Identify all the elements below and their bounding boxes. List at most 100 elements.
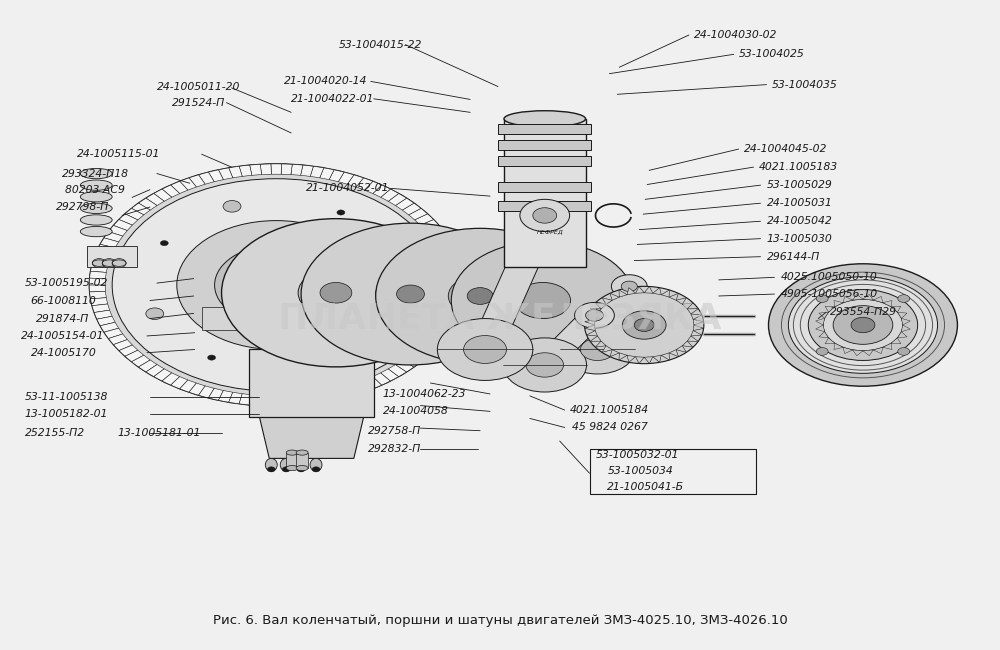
Polygon shape — [676, 298, 686, 304]
Polygon shape — [425, 226, 444, 236]
Text: НЕФРЕД: НЕФРЕД — [536, 229, 563, 234]
Polygon shape — [104, 231, 123, 242]
Polygon shape — [498, 202, 591, 211]
Text: 24-1005115-01: 24-1005115-01 — [77, 150, 161, 159]
Circle shape — [215, 245, 338, 325]
Polygon shape — [125, 350, 144, 362]
Polygon shape — [92, 304, 110, 313]
Polygon shape — [108, 334, 127, 345]
Text: 24-1005042: 24-1005042 — [767, 216, 832, 226]
Polygon shape — [447, 278, 463, 285]
Polygon shape — [250, 395, 262, 406]
Circle shape — [451, 241, 634, 360]
Polygon shape — [373, 185, 390, 197]
Text: 292758-П: 292758-П — [368, 426, 421, 436]
Circle shape — [808, 289, 918, 361]
Text: 292798-П: 292798-П — [55, 202, 109, 212]
Text: 53-1005029: 53-1005029 — [767, 180, 832, 190]
Polygon shape — [239, 165, 252, 176]
Circle shape — [102, 259, 116, 268]
Polygon shape — [108, 226, 127, 236]
Polygon shape — [249, 349, 374, 417]
Text: 53-1004035: 53-1004035 — [771, 79, 837, 90]
Polygon shape — [100, 238, 119, 248]
Polygon shape — [627, 288, 636, 294]
Ellipse shape — [80, 168, 112, 179]
Polygon shape — [402, 355, 421, 367]
Polygon shape — [443, 257, 460, 266]
Polygon shape — [162, 185, 180, 197]
Circle shape — [580, 339, 614, 361]
Polygon shape — [146, 365, 164, 376]
Polygon shape — [271, 164, 282, 174]
Polygon shape — [682, 341, 693, 347]
Circle shape — [448, 276, 512, 317]
Polygon shape — [610, 350, 619, 357]
Polygon shape — [320, 168, 334, 179]
Text: 252155-П2: 252155-П2 — [25, 428, 85, 437]
Text: 53-11-1005138: 53-11-1005138 — [25, 392, 108, 402]
Polygon shape — [132, 203, 150, 215]
Ellipse shape — [80, 214, 112, 225]
Polygon shape — [338, 386, 354, 398]
Circle shape — [560, 325, 635, 374]
Polygon shape — [286, 452, 298, 468]
Polygon shape — [653, 288, 661, 294]
Polygon shape — [873, 296, 883, 303]
Circle shape — [898, 294, 910, 302]
Circle shape — [312, 358, 329, 370]
Polygon shape — [430, 231, 448, 242]
Text: 80203 АС9: 80203 АС9 — [65, 185, 125, 194]
Polygon shape — [208, 170, 223, 182]
Circle shape — [223, 200, 241, 212]
Circle shape — [467, 287, 493, 304]
Ellipse shape — [265, 458, 277, 471]
Circle shape — [585, 287, 704, 363]
Polygon shape — [873, 347, 883, 354]
Polygon shape — [94, 251, 112, 260]
Circle shape — [112, 179, 440, 391]
Circle shape — [254, 271, 298, 299]
Polygon shape — [90, 271, 106, 279]
Polygon shape — [891, 338, 901, 344]
Text: 293554-П29: 293554-П29 — [830, 307, 897, 317]
Polygon shape — [430, 328, 448, 339]
Polygon shape — [901, 325, 910, 332]
Polygon shape — [146, 194, 164, 205]
Circle shape — [851, 317, 875, 333]
Ellipse shape — [286, 450, 298, 455]
Text: 53-1004025: 53-1004025 — [739, 49, 804, 59]
Polygon shape — [260, 164, 271, 175]
Circle shape — [816, 294, 828, 302]
Polygon shape — [602, 298, 612, 304]
Polygon shape — [669, 350, 678, 357]
Circle shape — [384, 324, 392, 330]
Text: 21-1004052-01: 21-1004052-01 — [306, 183, 389, 194]
Circle shape — [267, 467, 275, 472]
Polygon shape — [154, 189, 172, 202]
Polygon shape — [498, 156, 591, 166]
Polygon shape — [119, 345, 138, 356]
Text: 53-1004015-22: 53-1004015-22 — [339, 40, 422, 49]
Polygon shape — [498, 124, 591, 134]
Polygon shape — [587, 314, 597, 319]
Circle shape — [160, 240, 168, 246]
Polygon shape — [154, 369, 172, 381]
Polygon shape — [229, 392, 242, 404]
Polygon shape — [669, 293, 678, 300]
Polygon shape — [199, 172, 214, 184]
Circle shape — [312, 467, 320, 472]
Polygon shape — [92, 257, 110, 266]
Polygon shape — [365, 181, 382, 194]
Circle shape — [634, 318, 654, 332]
Polygon shape — [162, 373, 180, 385]
Polygon shape — [356, 178, 373, 190]
Polygon shape — [89, 278, 105, 285]
Polygon shape — [863, 350, 873, 356]
Ellipse shape — [80, 203, 112, 213]
Text: Рис. 6. Вал коленчатый, поршни и шатуны двигателей ЗМЗ-4025.10, ЗМЗ-4026.10: Рис. 6. Вал коленчатый, поршни и шатуны … — [213, 614, 787, 627]
Polygon shape — [644, 287, 653, 293]
Polygon shape — [676, 346, 686, 352]
Polygon shape — [863, 294, 873, 300]
Polygon shape — [381, 369, 399, 381]
